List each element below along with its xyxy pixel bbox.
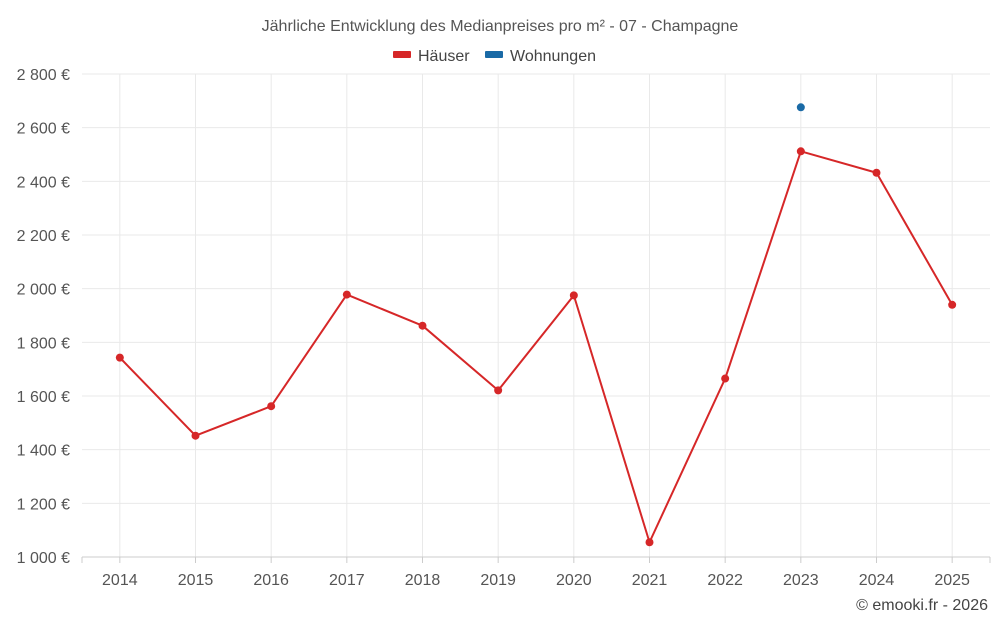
- x-tick-label: 2016: [253, 572, 289, 589]
- data-point-haeuser-2019[interactable]: [494, 386, 503, 395]
- data-point-haeuser-2016[interactable]: [267, 402, 276, 411]
- x-tick-label: 2023: [783, 572, 819, 589]
- legend-label-haeuser[interactable]: Häuser: [418, 48, 470, 65]
- x-tick-label: 2015: [178, 572, 214, 589]
- x-tick-label: 2021: [632, 572, 668, 589]
- y-tick-label: 2 200 €: [17, 228, 70, 245]
- y-tick-label: 2 000 €: [17, 282, 70, 299]
- chart-title: Jährliche Entwicklung des Medianpreises …: [262, 18, 739, 35]
- x-tick-label: 2019: [480, 572, 516, 589]
- legend-swatch-haeuser[interactable]: [393, 51, 411, 58]
- data-point-haeuser-2022[interactable]: [721, 374, 730, 383]
- legend-swatch-wohnungen[interactable]: [485, 51, 503, 58]
- y-tick-label: 1 600 €: [17, 389, 70, 406]
- series-wohnungen: [796, 103, 805, 112]
- data-point-haeuser-2015[interactable]: [191, 431, 200, 440]
- grid: [82, 73, 990, 557]
- y-tick-label: 1 400 €: [17, 443, 70, 460]
- data-point-haeuser-2024[interactable]: [872, 168, 881, 177]
- series-line-haeuser: [119, 150, 954, 544]
- y-tick-label: 2 800 €: [17, 67, 70, 84]
- series-haeuser: [115, 147, 957, 547]
- legend: Häuser Wohnungen: [393, 48, 596, 65]
- data-point-wohnungen-2023[interactable]: [796, 103, 805, 112]
- y-tick-label: 2 400 €: [17, 174, 70, 191]
- y-tick-label: 1 000 €: [17, 550, 70, 567]
- x-tick-label: 2017: [329, 572, 365, 589]
- x-tick-label: 2025: [934, 572, 970, 589]
- data-point-haeuser-2020[interactable]: [569, 291, 578, 300]
- data-point-haeuser-2014[interactable]: [115, 353, 124, 362]
- data-point-haeuser-2023[interactable]: [796, 147, 805, 156]
- y-tick-label: 1 800 €: [17, 335, 70, 352]
- data-point-haeuser-2018[interactable]: [418, 321, 427, 330]
- data-point-haeuser-2021[interactable]: [645, 538, 654, 547]
- data-point-haeuser-2017[interactable]: [342, 290, 351, 299]
- x-tick-label: 2020: [556, 572, 592, 589]
- x-tick-label: 2018: [405, 572, 441, 589]
- axes: 1 000 € 1 200 € 1 400 € 1 600 € 1 800 € 2 000…: [17, 67, 991, 589]
- x-tick-label: 2014: [102, 572, 138, 589]
- series: [115, 103, 957, 547]
- y-tick-label: 1 200 €: [17, 496, 70, 513]
- y-tick-label: 2 600 €: [17, 121, 70, 138]
- x-tick-label: 2024: [859, 572, 895, 589]
- data-point-haeuser-2025[interactable]: [948, 300, 957, 309]
- copyright-credit: © emooki.fr - 2026: [856, 597, 988, 614]
- x-tick-label: 2022: [707, 572, 743, 589]
- legend-label-wohnungen[interactable]: Wohnungen: [510, 48, 596, 65]
